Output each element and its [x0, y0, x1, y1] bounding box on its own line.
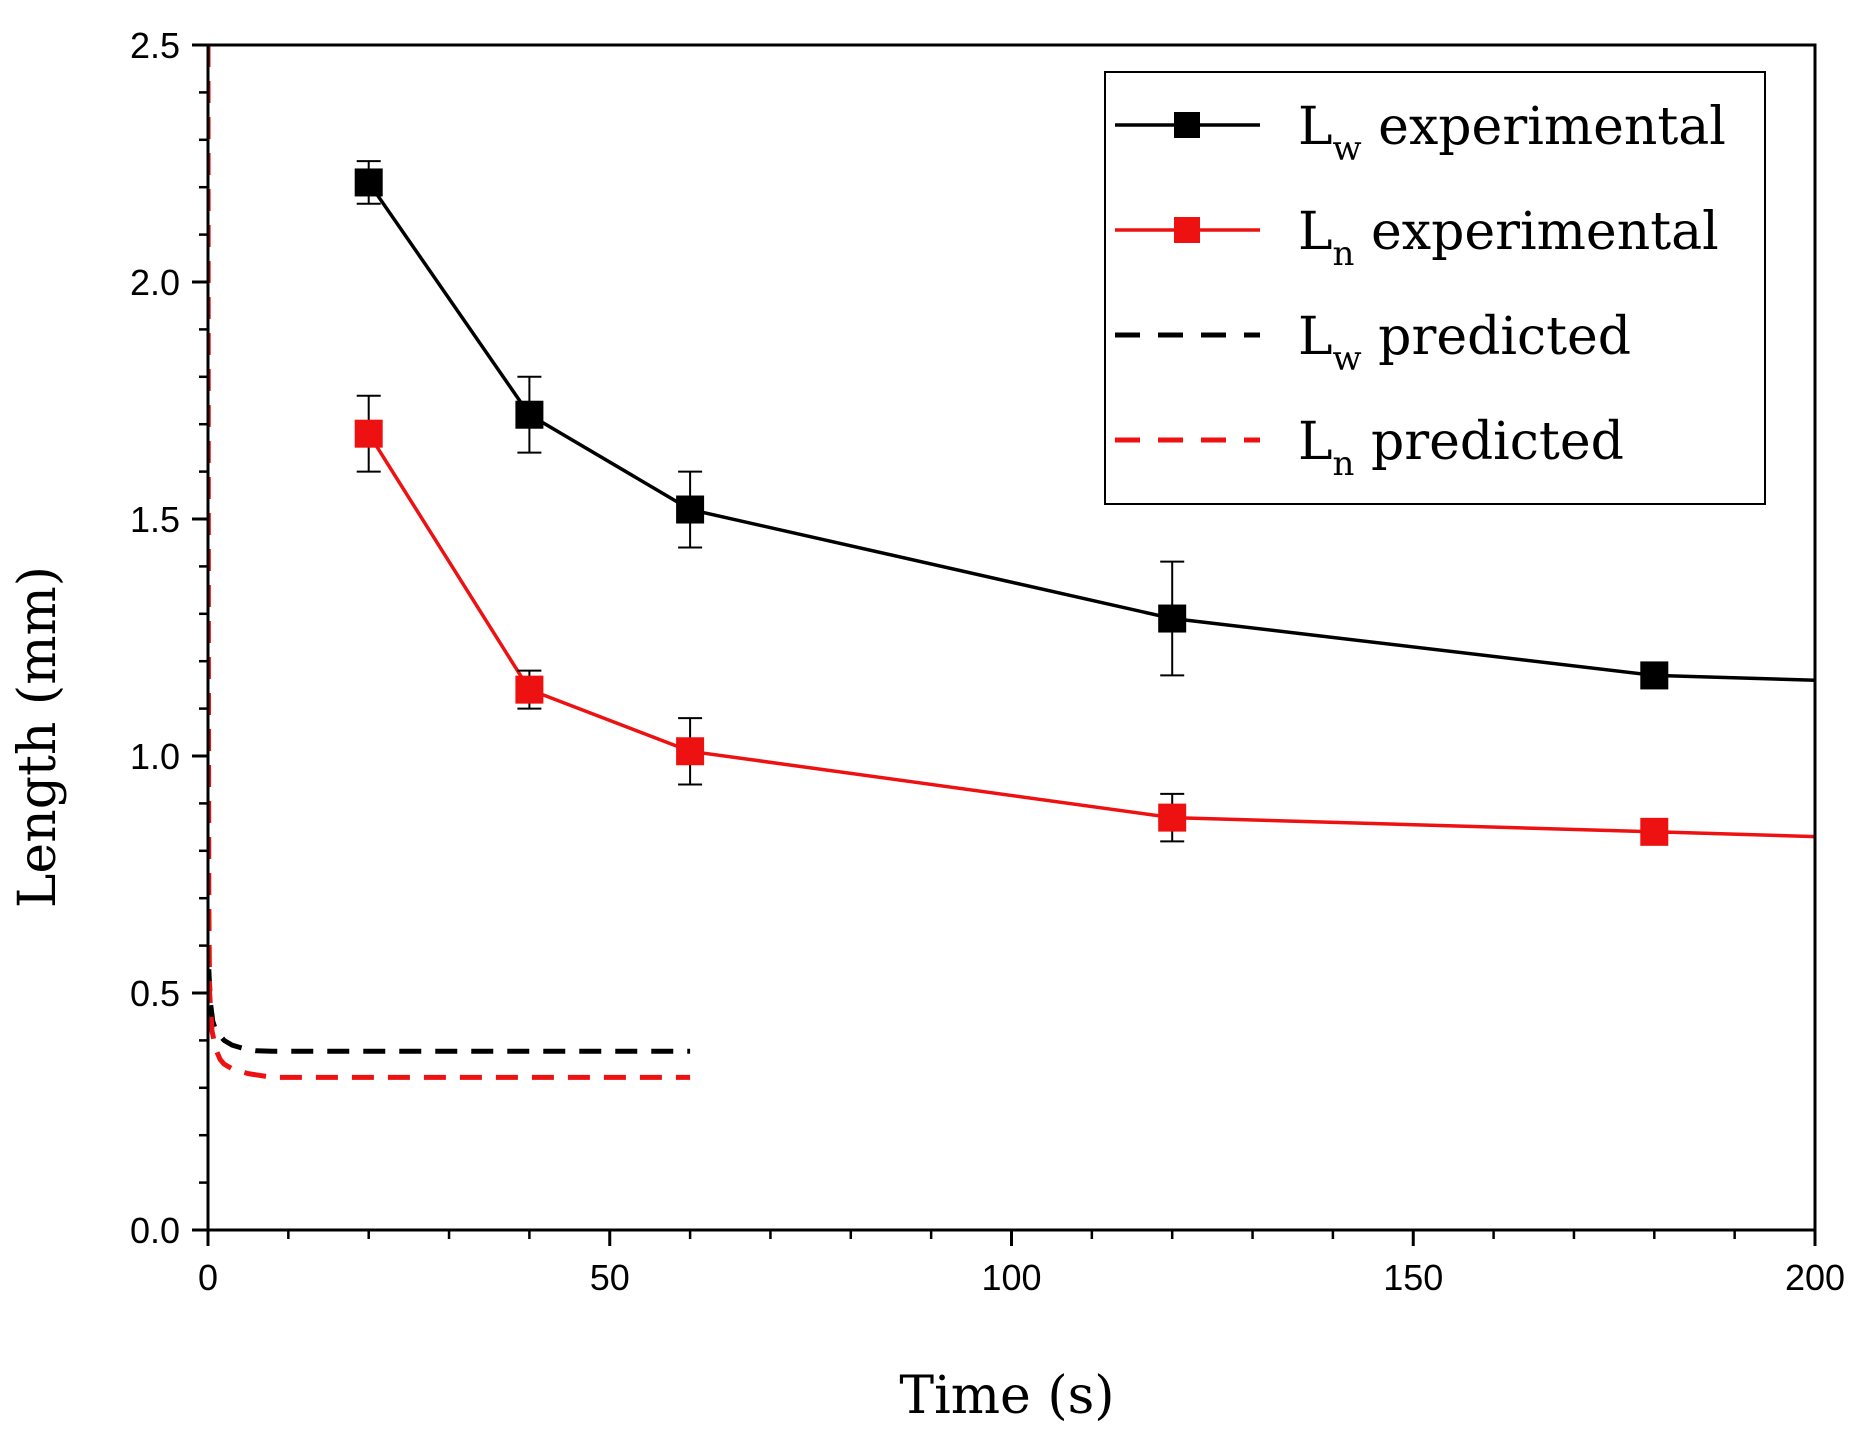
- ln-experimental-point: [1640, 817, 1669, 846]
- legend-box: [1104, 71, 1766, 505]
- legend-marker-ln-experimental: [1174, 217, 1200, 243]
- x-tick-label: 150: [1383, 1257, 1443, 1298]
- y-axis-title: Length (mm): [8, 566, 68, 908]
- series-group: [208, 45, 1815, 1080]
- y-tick-label: 0.0: [130, 1210, 180, 1251]
- y-tick-label: 2.5: [130, 25, 180, 66]
- ln-experimental-point: [676, 737, 705, 766]
- axes: 0 50 100 150 200 0.0 0.5 1.0 1.5 2.0 2.5: [130, 25, 1845, 1298]
- legend-marker-lw-experimental: [1174, 112, 1200, 138]
- x-axis-title: Time (s): [899, 1366, 1114, 1426]
- lw-experimental-point: [354, 168, 383, 197]
- legend-label-lw-experimental: Lw experimental: [1298, 97, 1726, 169]
- ln-experimental-point: [354, 419, 383, 448]
- lw-experimental-point: [1640, 661, 1669, 690]
- plot-area: [208, 45, 1815, 1080]
- x-tick-label: 0: [198, 1257, 218, 1298]
- legend-label-ln-predicted: Ln predicted: [1298, 412, 1624, 484]
- legend-label-lw-predicted: Lw predicted: [1298, 307, 1631, 379]
- lw-experimental-point: [1158, 604, 1187, 633]
- lw-experimental-point: [515, 400, 544, 429]
- x-tick-label: 200: [1785, 1257, 1845, 1298]
- lw-experimental-line: [367, 181, 1815, 682]
- lw-predicted-line: [208, 969, 691, 1054]
- x-tick-label: 100: [981, 1257, 1041, 1298]
- y-tick-label: 1.5: [130, 499, 180, 540]
- ln-experimental-point: [515, 675, 544, 704]
- legend: Lw experimental Ln experimental Lw predict…: [1104, 71, 1766, 505]
- ln-experimental-line: [367, 432, 1815, 839]
- ln-experimental-point: [1158, 803, 1187, 832]
- y-tick-label: 0.5: [130, 973, 180, 1014]
- lw-experimental-point: [676, 495, 705, 524]
- y-tick-label: 1.0: [130, 736, 180, 777]
- x-tick-label: 50: [590, 1257, 630, 1298]
- legend-label-ln-experimental: Ln experimental: [1298, 202, 1719, 274]
- y-tick-label: 2.0: [130, 262, 180, 303]
